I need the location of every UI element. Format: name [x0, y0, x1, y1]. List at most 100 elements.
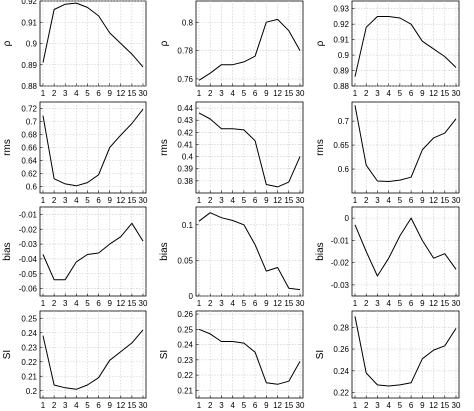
panel-3-x-tick-label: 5 [398, 89, 403, 98]
panel-12-y-axis-label: SI [315, 350, 326, 359]
panel-8-x-tick-label: 5 [242, 299, 247, 308]
panel-11-x-tick-label: 12 [273, 401, 282, 410]
panel-4-y-tick-label: 0.68 [21, 131, 37, 140]
panel-1-y-axis-label: ρ [2, 40, 13, 46]
panel-5-x-tick-label: 30 [296, 196, 305, 205]
panel-8-y-tick-label: 0 [189, 292, 194, 301]
panel-6-y-axis-label: rms [315, 139, 326, 156]
panel-7-x-tick-label: 3 [63, 299, 68, 308]
panel-2-x-tick-label: 9 [264, 89, 269, 98]
panel-6-x-tick-label: 2 [364, 196, 369, 205]
panel-4-x-tick-label: 9 [107, 196, 112, 205]
panel-3-x-tick-label: 12 [429, 89, 438, 98]
panel-5-series-line [198, 112, 301, 188]
panel-11-series-line [198, 328, 301, 385]
panel-8-y-tick-label: 0.05 [177, 256, 193, 265]
panel-3-x-tick-label: 30 [452, 89, 461, 98]
panel-10-x-tick-label: 12 [116, 401, 125, 410]
panel-3-x-tick-label: 6 [409, 89, 414, 98]
panel-4-y-tick-label: 0.6 [26, 183, 38, 192]
panel-5-x-tick-label: 5 [242, 196, 247, 205]
panel-12-y-tick-label: 0.24 [333, 367, 349, 376]
panel-1-x-tick-label: 30 [139, 89, 148, 98]
panel-4-x-tick-label: 6 [96, 196, 101, 205]
panel-10-x-tick-label: 5 [85, 401, 90, 410]
panel-10-series-line [42, 329, 144, 390]
panel-5-y-tick-label: 0.41 [177, 140, 193, 149]
panel-1-x-tick-label: 1 [41, 89, 46, 98]
panel-12-x-tick-label: 9 [420, 401, 425, 410]
panel-9-x-tick-label: 1 [353, 299, 358, 308]
panel-12-x-tick-label: 12 [429, 401, 438, 410]
panel-1-y-tick-label: 0.88 [21, 82, 37, 91]
panel-3-y-axis-label: ρ [315, 40, 326, 46]
panel-6-series-line [354, 105, 457, 182]
panel-1-x-tick-label: 4 [74, 89, 79, 98]
panel-9-x-tick-label: 4 [386, 299, 391, 308]
panel-8-x-tick-label: 15 [284, 299, 293, 308]
panel-5-y-tick-label: 0.43 [177, 116, 193, 125]
panel-7-y-tick-label: -0.06 [19, 285, 38, 294]
panel-11-x-tick-label: 4 [230, 401, 235, 410]
panel-1-y-tick-label: 0.91 [21, 18, 37, 27]
panel-7-y-tick-label: -0.04 [19, 255, 38, 264]
panel-4-y-tick-label: 0.66 [21, 144, 37, 153]
panel-7-x-tick-label: 5 [85, 299, 90, 308]
panel-1-y-tick-label: 0.92 [21, 0, 37, 6]
panel-12-y-tick-label: 0.28 [333, 323, 349, 332]
panel-2-series-line [198, 18, 301, 81]
panel-5-y-tick-label: 0.42 [177, 128, 193, 137]
panel-2-x-tick-label: 30 [296, 89, 305, 98]
panel-2-y-tick-label: 0.76 [177, 75, 193, 84]
panel-9-frame [351, 206, 460, 297]
panel-4-y-tick-label: 0.7 [26, 118, 38, 127]
panel-10-x-tick-label: 1 [41, 401, 46, 410]
panel-9-x-tick-label: 30 [452, 299, 461, 308]
panel-9-x-tick-label: 3 [375, 299, 380, 308]
panel-6-y-tick-label: 0.7 [338, 117, 350, 126]
panel-1-x-tick-label: 9 [107, 89, 112, 98]
panel-2-y-tick-label: 0.8 [182, 18, 194, 27]
panel-8-x-tick-label: 12 [273, 299, 282, 308]
panel-12-x-tick-label: 6 [409, 401, 414, 410]
panel-8-x-tick-label: 2 [208, 299, 213, 308]
panel-11-x-tick-label: 2 [208, 401, 213, 410]
panel-4-y-tick-label: 0.72 [21, 105, 37, 114]
panel-4-x-tick-label: 3 [63, 196, 68, 205]
panel-7-frame [39, 206, 147, 297]
panel-8-x-tick-label: 9 [264, 299, 269, 308]
panel-3-y-tick-label: 0.91 [333, 36, 349, 45]
panel-4-y-tick-label: 0.62 [21, 170, 37, 179]
panel-5-y-tick-label: 0.38 [177, 177, 193, 186]
panel-2-y-tick-label: 0.78 [177, 47, 193, 56]
panel-10-y-tick-label: 0.2 [26, 387, 38, 396]
panel-9-x-tick-label: 2 [364, 299, 369, 308]
panel-9-y-tick-label: 0 [345, 214, 350, 223]
panel-7-y-tick-label: -0.03 [19, 240, 38, 249]
panel-10-x-tick-label: 3 [63, 401, 68, 410]
panel-6-x-tick-label: 3 [375, 196, 380, 205]
panel-4-x-tick-label: 5 [85, 196, 90, 205]
panel-5-y-tick-label: 0.44 [177, 104, 193, 113]
panel-7-y-tick-label: -0.05 [19, 270, 38, 279]
panel-11-y-tick-label: 0.26 [177, 310, 193, 319]
panel-4-x-tick-label: 30 [139, 196, 148, 205]
panel-6-x-tick-label: 15 [440, 196, 449, 205]
panel-4-y-tick-label: 0.64 [21, 157, 37, 166]
panel-1-y-tick-label: 0.9 [26, 40, 38, 49]
panel-9-series-line [354, 217, 457, 277]
panel-11-y-tick-label: 0.22 [177, 371, 193, 380]
panel-5-x-tick-label: 9 [264, 196, 269, 205]
panel-5-y-tick-label: 0.39 [177, 165, 193, 174]
panel-6-y-tick-label: 0.6 [338, 165, 350, 174]
panel-2-x-tick-label: 15 [284, 89, 293, 98]
panel-1-series-line [42, 2, 144, 68]
panel-9-y-tick-label: -0.01 [331, 236, 350, 245]
panel-11-y-tick-label: 0.25 [177, 325, 193, 334]
panel-1-x-tick-label: 12 [116, 89, 125, 98]
panel-12-x-tick-label: 1 [353, 401, 358, 410]
panel-9-x-tick-label: 9 [420, 299, 425, 308]
panel-12-y-tick-label: 0.26 [333, 345, 349, 354]
panel-6-frame [351, 101, 460, 194]
panel-7-y-axis-label: bias [2, 242, 13, 260]
